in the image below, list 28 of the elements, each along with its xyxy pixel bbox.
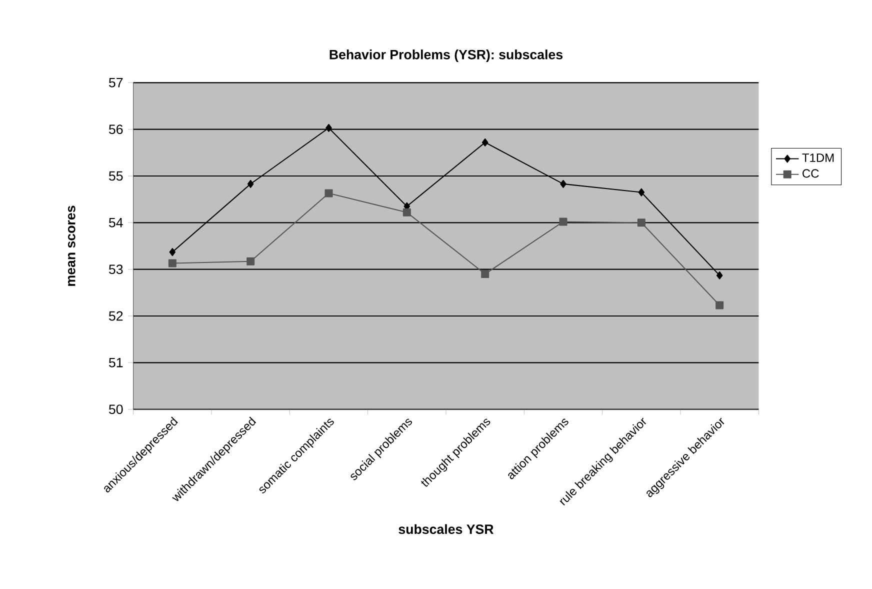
y-tick-label: 55 [109, 171, 123, 180]
legend-label: CC [802, 169, 819, 178]
point [716, 301, 724, 310]
point [560, 180, 566, 188]
point [637, 218, 646, 227]
point [247, 180, 254, 188]
point [168, 259, 176, 268]
point [716, 271, 723, 280]
point [326, 124, 332, 132]
y-tick-label: 50 [109, 404, 123, 414]
y-tick-label: 57 [109, 78, 123, 88]
point [246, 257, 255, 266]
y-tick-label: 56 [109, 124, 123, 134]
point [324, 189, 333, 198]
y-axis-title: mean scores [68, 206, 76, 286]
point [402, 208, 411, 216]
point [482, 138, 488, 146]
legend-label: T1DM [802, 153, 834, 162]
y-tick-label: 51 [109, 358, 123, 368]
point [559, 218, 568, 226]
y-tick-label: 52 [109, 311, 123, 321]
chart-title: Behavior Problems (YSR): subscales [330, 49, 563, 62]
point [169, 248, 176, 256]
point [481, 270, 490, 278]
x-axis-title: subscales YSR [398, 524, 494, 534]
y-tick-label: 53 [109, 264, 123, 274]
y-tick-label: 54 [109, 218, 123, 228]
point [638, 188, 645, 196]
